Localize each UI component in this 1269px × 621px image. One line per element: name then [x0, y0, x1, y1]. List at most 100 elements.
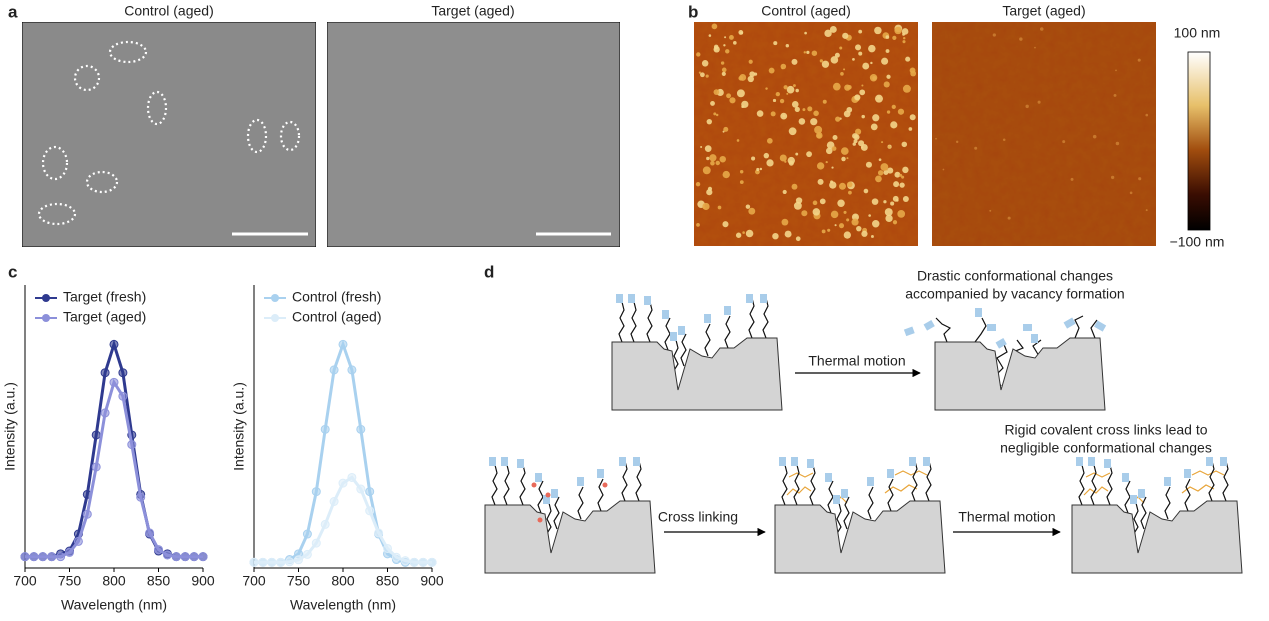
- grain: [887, 167, 894, 174]
- grain: [749, 71, 756, 78]
- grain: [812, 200, 818, 206]
- grain: [1113, 93, 1117, 97]
- grain: [801, 210, 808, 217]
- grain: [779, 98, 785, 104]
- legend-label: Control (fresh): [292, 289, 381, 305]
- grain: [772, 232, 779, 240]
- grain: [899, 173, 903, 177]
- grain: [811, 50, 818, 56]
- grain: [868, 44, 876, 53]
- grain: [825, 160, 828, 164]
- grain: [779, 154, 787, 162]
- grain: [1062, 140, 1066, 144]
- series-line: [25, 339, 203, 559]
- data-point: [100, 408, 110, 418]
- grain: [766, 159, 774, 167]
- grain: [786, 85, 795, 94]
- grain: [838, 182, 846, 190]
- grain: [742, 231, 745, 234]
- image-title: Control (aged): [761, 3, 851, 19]
- data-point: [162, 550, 172, 560]
- grain: [851, 218, 859, 226]
- grain: [715, 160, 720, 166]
- grain: [720, 61, 725, 65]
- legend-label: Target (fresh): [63, 289, 146, 305]
- grain: [1002, 138, 1006, 142]
- grain: [798, 118, 806, 125]
- grain: [942, 168, 945, 171]
- grain: [782, 189, 787, 195]
- afm-image: [932, 22, 1156, 246]
- data-point: [189, 552, 199, 562]
- grain: [709, 154, 717, 162]
- grain: [748, 207, 756, 215]
- grain: [894, 26, 902, 35]
- arrow-label: Thermal motion: [958, 509, 1055, 525]
- arrow-label: Cross linking: [658, 509, 738, 525]
- grain: [717, 205, 722, 210]
- grain: [870, 61, 873, 65]
- grain: [706, 156, 710, 161]
- legend-marker: [42, 314, 50, 322]
- grain: [840, 72, 844, 76]
- grain: [899, 182, 905, 188]
- grain: [865, 161, 872, 168]
- schematic: [484, 293, 1243, 574]
- grain: [791, 101, 799, 108]
- grain: [814, 125, 823, 134]
- grain: [892, 195, 899, 202]
- image-title: Target (aged): [431, 3, 514, 19]
- grain: [897, 108, 905, 115]
- grain: [1137, 58, 1141, 62]
- data-point: [311, 487, 321, 497]
- grain: [763, 152, 770, 159]
- x-tick-label: 850: [376, 573, 400, 589]
- x-tick-label: 700: [242, 573, 266, 589]
- grain: [1145, 113, 1149, 117]
- grain: [1034, 46, 1036, 49]
- grain: [870, 235, 874, 238]
- grain: [902, 40, 906, 44]
- grain: [852, 58, 855, 61]
- data-point: [109, 339, 119, 349]
- grain: [700, 145, 703, 148]
- grain: [795, 236, 801, 242]
- data-point: [391, 552, 401, 562]
- grain: [834, 52, 840, 58]
- grain: [892, 35, 897, 40]
- grain: [1138, 177, 1142, 181]
- data-point: [180, 552, 190, 562]
- grain: [861, 84, 864, 87]
- data-point: [127, 440, 137, 450]
- grain: [989, 209, 992, 212]
- grain: [740, 31, 744, 35]
- grain: [722, 221, 729, 228]
- data-point: [154, 545, 163, 555]
- grain: [770, 111, 776, 117]
- data-point: [65, 547, 74, 557]
- grain: [704, 145, 712, 152]
- sem-image: [21, 21, 317, 248]
- grain: [812, 208, 821, 216]
- grain: [707, 186, 713, 191]
- grain: [715, 113, 719, 117]
- grain: [905, 56, 911, 62]
- grain: [824, 29, 832, 38]
- data-point: [338, 339, 348, 349]
- grain: [791, 183, 798, 190]
- grain: [846, 157, 849, 160]
- grain: [830, 56, 839, 64]
- grain: [902, 84, 911, 93]
- x-tick-label: 900: [191, 573, 215, 589]
- panel-label: d: [484, 262, 494, 281]
- grain: [843, 231, 851, 239]
- legend-marker: [42, 294, 50, 302]
- arrow-label: Thermal motion: [808, 353, 905, 369]
- grain: [1007, 216, 1011, 220]
- data-point: [118, 391, 128, 401]
- series-line: [254, 339, 432, 564]
- grain: [795, 88, 799, 93]
- grain: [887, 145, 891, 149]
- colorbar: [1187, 51, 1211, 231]
- grain: [775, 91, 780, 97]
